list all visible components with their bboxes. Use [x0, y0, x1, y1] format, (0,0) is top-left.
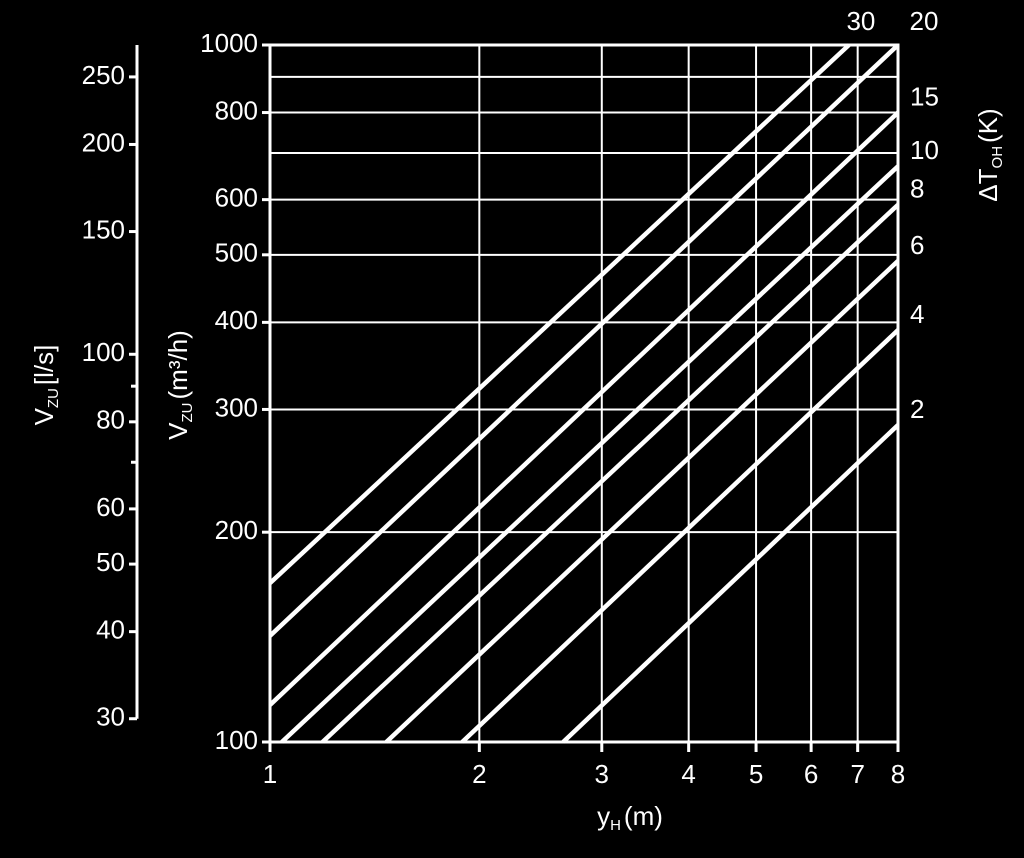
y-tick-label: 800: [215, 95, 258, 125]
x-tick-label: 5: [749, 759, 763, 789]
x-tick-label: 1: [263, 759, 277, 789]
series-line: [268, 110, 900, 707]
legend-title-main: ΔT: [973, 168, 1003, 201]
series-label: 4: [910, 299, 924, 329]
legend-title: ΔTOH (K): [973, 108, 1006, 201]
y-tick-label: 200: [215, 515, 258, 545]
y-axis-title: VZU (m³/h): [163, 330, 196, 440]
y-tick-label: 300: [215, 392, 258, 422]
y2-tick-label: 150: [82, 214, 125, 244]
y2-tick-label: 200: [82, 127, 125, 157]
y2-tick-label: 60: [96, 492, 125, 522]
y2-tick-label: 50: [96, 547, 125, 577]
series-label: 30: [846, 6, 875, 36]
y2-axis-title-sub: ZU: [45, 388, 62, 408]
series-label: 6: [910, 230, 924, 260]
x-axis-title: yH (m): [597, 801, 663, 834]
y-tick-label: 1000: [200, 28, 258, 58]
x-axis-title-sub: H: [610, 817, 621, 834]
y2-tick-label: 40: [96, 615, 125, 645]
series-label: 20: [910, 6, 939, 36]
y-tick-label: 600: [215, 183, 258, 213]
y-axis-title-unit: (m³/h): [163, 330, 193, 399]
x-tick-label: 6: [804, 759, 818, 789]
series-line: [280, 164, 900, 744]
x-tick-label: 4: [681, 759, 695, 789]
series-label: 10: [910, 135, 939, 165]
x-axis-title-main: y: [597, 801, 610, 831]
y2-tick-label: 30: [96, 702, 125, 732]
legend-title-unit: (K): [973, 108, 1003, 143]
series-line: [268, 43, 900, 638]
y2-axis-title-main: V: [29, 407, 59, 425]
y2-tick-label: 100: [82, 337, 125, 367]
y2-axis-title-unit: [l/s]: [29, 345, 59, 385]
y-tick-label: 100: [215, 725, 258, 755]
series-label: 15: [910, 81, 939, 111]
x-tick-label: 7: [850, 759, 864, 789]
series-line: [384, 259, 900, 744]
x-tick-label: 8: [891, 759, 905, 789]
series-line: [460, 328, 900, 744]
series-line: [561, 423, 900, 744]
series-label: 2: [910, 394, 924, 424]
series-label: 8: [910, 174, 924, 204]
y-axis-title-sub: ZU: [179, 402, 196, 422]
y2-tick-label: 80: [96, 405, 125, 435]
legend-title-sub: OH: [989, 146, 1006, 169]
x-tick-label: 2: [472, 759, 486, 789]
x-axis-title-unit: (m): [624, 801, 663, 831]
y2-tick-label: 250: [82, 60, 125, 90]
y-tick-label: 500: [215, 238, 258, 268]
x-tick-label: 3: [595, 759, 609, 789]
series-line: [320, 203, 900, 744]
y2-axis-title: VZU [l/s]: [29, 345, 62, 426]
y-axis-title-main: V: [163, 422, 193, 440]
plot-frame: [268, 43, 900, 744]
y-tick-label: 400: [215, 305, 258, 335]
series-line: [268, 43, 851, 585]
